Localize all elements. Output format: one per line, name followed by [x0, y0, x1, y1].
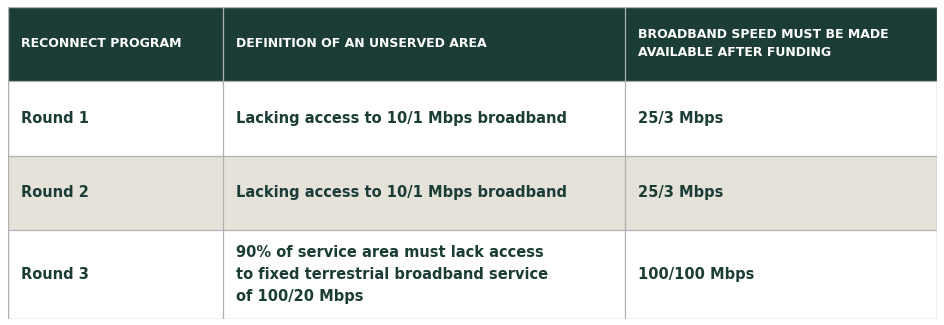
- Bar: [624, 230, 936, 318]
- Text: Lacking access to 10/1 Mbps broadband: Lacking access to 10/1 Mbps broadband: [236, 185, 566, 200]
- Text: Lacking access to 10/1 Mbps broadband: Lacking access to 10/1 Mbps broadband: [236, 111, 566, 126]
- Text: Round 3: Round 3: [21, 267, 89, 282]
- Bar: [223, 230, 624, 318]
- Text: RECONNECT PROGRAM: RECONNECT PROGRAM: [21, 37, 181, 50]
- Bar: [8, 156, 223, 230]
- Text: BROADBAND SPEED MUST BE MADE
AVAILABLE AFTER FUNDING: BROADBAND SPEED MUST BE MADE AVAILABLE A…: [637, 28, 887, 59]
- Bar: [223, 156, 624, 230]
- Bar: [223, 81, 624, 156]
- Text: DEFINITION OF AN UNSERVED AREA: DEFINITION OF AN UNSERVED AREA: [236, 37, 486, 50]
- Bar: [8, 6, 223, 81]
- Text: 25/3 Mbps: 25/3 Mbps: [637, 111, 722, 126]
- Bar: [624, 156, 936, 230]
- Bar: [8, 81, 223, 156]
- Text: 100/100 Mbps: 100/100 Mbps: [637, 267, 753, 282]
- Bar: [223, 6, 624, 81]
- Text: 90% of service area must lack access
to fixed terrestrial broadband service
of 1: 90% of service area must lack access to …: [236, 245, 548, 304]
- Bar: [8, 230, 223, 318]
- Bar: [624, 81, 936, 156]
- Text: 25/3 Mbps: 25/3 Mbps: [637, 185, 722, 200]
- Text: Round 1: Round 1: [21, 111, 89, 126]
- Bar: [624, 6, 936, 81]
- Text: Round 2: Round 2: [21, 185, 89, 200]
